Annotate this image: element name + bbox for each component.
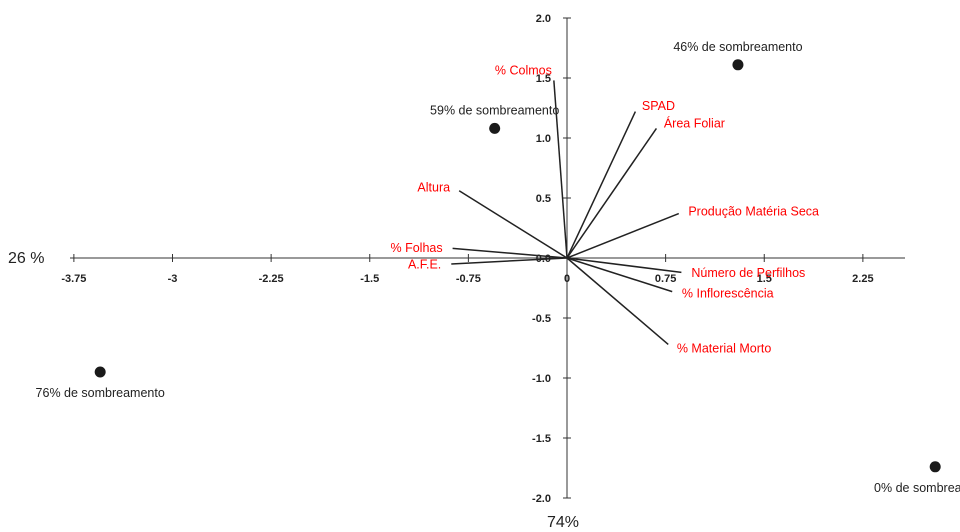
vector-line: [566, 127, 658, 259]
treatment-point: [489, 122, 501, 134]
treatment-points: 46% de sombreamento 59% de sombreamento 76…: [36, 40, 960, 495]
y-tick-label: -1.0: [532, 373, 551, 385]
vector-line: [452, 247, 568, 259]
vector-label: % Inflorescência: [682, 286, 774, 300]
vector-label: % Material Morto: [677, 341, 772, 355]
treatment-point: [732, 59, 744, 71]
x-tick-label: 0.75: [655, 273, 676, 285]
variable-vectors: % Colmos SPAD Área Foliar Altura Produção Ma…: [391, 63, 820, 355]
vector-line: [451, 257, 568, 265]
x-tick-label: 2.25: [852, 273, 873, 285]
treatment-label: 46% de sombreamento: [673, 40, 802, 54]
vector-line: [566, 257, 682, 274]
y-axis-percent-label: 74%: [547, 514, 579, 531]
y-tick-label: -1.5: [532, 433, 551, 445]
y-tick-label: 1.0: [536, 133, 551, 145]
vector-line: [566, 257, 673, 293]
vector-line: [566, 212, 680, 259]
treatment-label: 76% de sombreamento: [36, 386, 165, 400]
y-tick-label: 2.0: [536, 13, 551, 25]
y-tick-label: 0.5: [536, 193, 551, 205]
vector-line: [566, 111, 637, 259]
treatment-label: 0% de sombreamento: [874, 481, 960, 495]
y-tick-label: -0.5: [532, 313, 551, 325]
x-tick-label: -0.75: [456, 273, 481, 285]
vector-label: Área Foliar: [664, 115, 725, 130]
vector-label: % Colmos: [495, 63, 552, 77]
x-tick-label: -3: [168, 273, 178, 285]
x-tick-label: -2.25: [259, 273, 284, 285]
x-tick-label: 1.5: [757, 273, 772, 285]
vector-line: [458, 190, 568, 259]
treatment-point: [94, 366, 106, 378]
treatment-label: 59% de sombreamento: [430, 103, 559, 117]
x-axis-percent-label: 26 %: [8, 250, 44, 267]
x-tick-label: -3.75: [61, 273, 86, 285]
y-tick-label: -2.0: [532, 493, 551, 505]
x-tick-label: 0: [564, 273, 570, 285]
x-tick-label: -1.5: [360, 273, 379, 285]
vector-label: Produção Matéria Seca: [688, 204, 819, 218]
axes: -3.75 -3 -2.25 -1.5 -0.75 0 0.75 1.5 2.25 2.0 1.5 1…: [61, 13, 905, 505]
vector-line: [566, 257, 669, 345]
vector-label: Altura: [417, 181, 450, 195]
vector-label: SPAD: [642, 99, 675, 113]
y-tick-label: 1.5: [536, 73, 551, 85]
vector-line: [553, 80, 568, 259]
vector-label: Número de Perfilhos: [691, 266, 805, 280]
treatment-point: [929, 461, 941, 473]
vector-label: % Folhas: [391, 241, 443, 255]
vector-label: A.F.E.: [408, 257, 441, 271]
